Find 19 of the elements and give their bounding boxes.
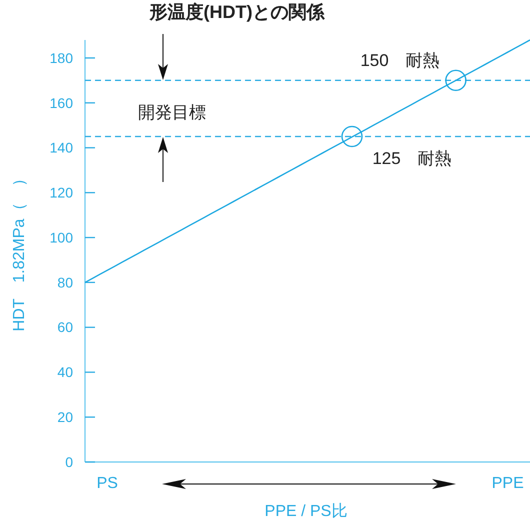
y-tick-label: 100 — [50, 229, 74, 246]
y-tick-label: 120 — [50, 184, 74, 201]
line-series — [84, 39, 530, 284]
y-tick-label: 0 — [65, 454, 74, 470]
annotation: 開発目標 — [138, 102, 206, 122]
y-tick-label: 180 — [50, 50, 74, 66]
y-axis-title: HDT 1.82MPa（ ） — [11, 170, 28, 332]
y-tick-label: 40 — [57, 364, 74, 380]
y-tick-label: 20 — [57, 409, 74, 426]
y-tick-label: 80 — [57, 274, 74, 290]
y-tick-label: 140 — [50, 140, 74, 156]
chart-title: 形温度(HDT)との関係 — [148, 2, 326, 22]
annotation: 125 耐熱 — [372, 148, 452, 168]
x-tick-label: PS — [96, 475, 118, 492]
y-tick-label: 160 — [50, 94, 74, 111]
annotation: 150 耐熱 — [360, 50, 440, 70]
x-tick-label: PPE — [492, 475, 524, 492]
x-axis-title: PPE / PS比 — [264, 502, 348, 520]
y-tick-label: 60 — [57, 319, 74, 336]
